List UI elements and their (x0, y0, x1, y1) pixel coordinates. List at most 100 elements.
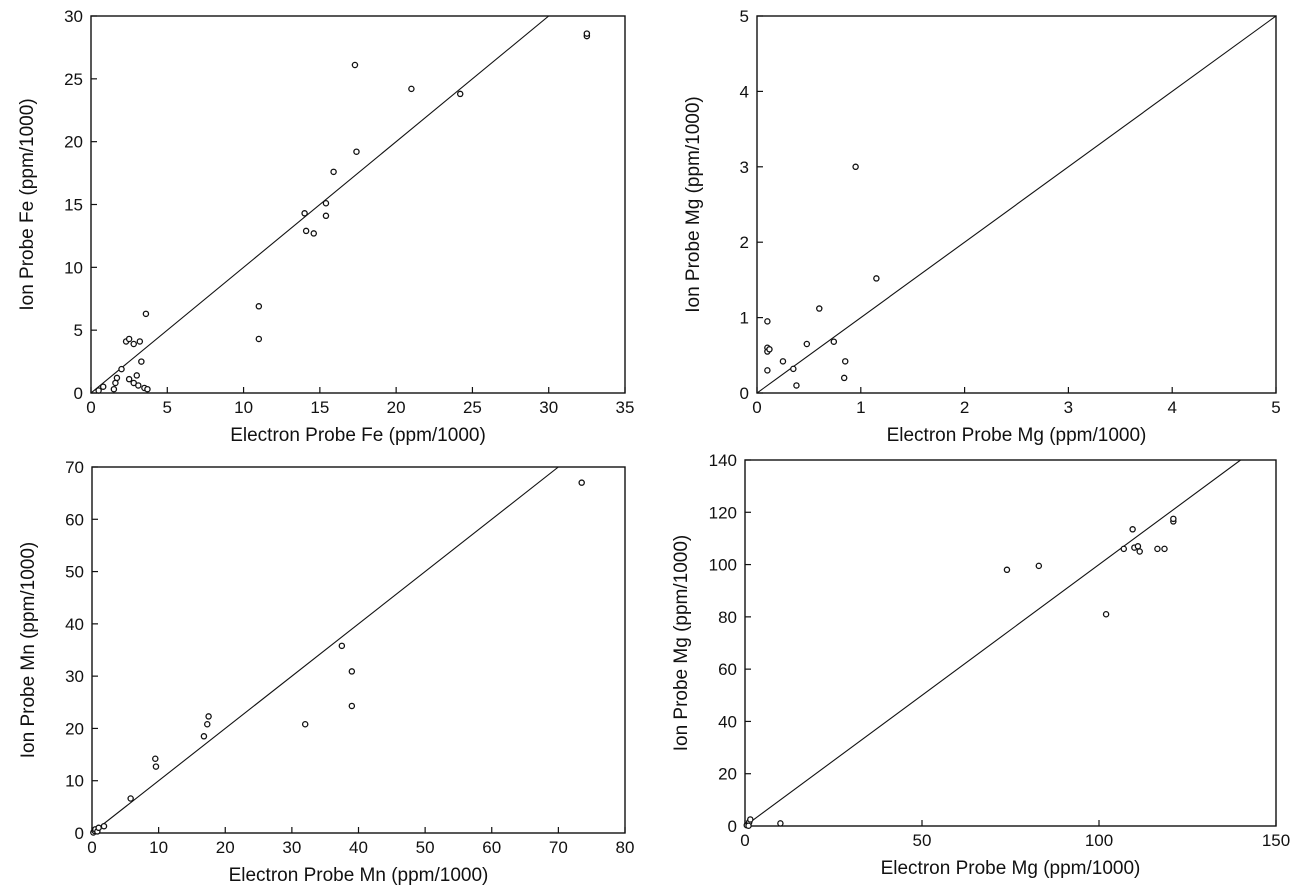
y-tick-label: 2 (740, 233, 749, 252)
y-tick-label: 25 (64, 70, 83, 89)
x-axis-label: Electron Probe Mn (ppm/1000) (229, 865, 489, 886)
y-tick-label: 20 (65, 719, 84, 738)
data-point (1170, 515, 1177, 523)
data-point (152, 763, 160, 770)
x-tick-label: 80 (616, 838, 635, 857)
plot-frame (90, 15, 626, 394)
y-tick-label: 3 (740, 158, 749, 177)
data-point (338, 642, 346, 650)
x-tick-label: 15 (310, 398, 329, 417)
data-point (138, 358, 145, 365)
y-tick-label: 0 (728, 817, 737, 836)
data-point (830, 338, 838, 345)
x-tick-label: 60 (482, 838, 501, 857)
chart-panel-1: 0 5 10 15 20 25 30 35 0 5 10 15 20 25 30 Electron Probe… (17, 7, 634, 446)
x-tick-label: 4 (1167, 398, 1176, 417)
x-tick-label: 10 (149, 838, 168, 857)
data-point (135, 382, 142, 389)
y-tick-label: 140 (709, 451, 737, 470)
x-axis-label: Electron Probe Mg (ppm/1000) (881, 858, 1141, 879)
x-axis-label: Electron Probe Fe (ppm/1000) (230, 425, 486, 446)
data-point (353, 148, 360, 155)
y-tick-label: 70 (65, 458, 84, 477)
data-point (255, 335, 263, 343)
y-tick-label: 0 (75, 824, 84, 843)
x-tick-label: 0 (86, 398, 95, 417)
data-point (95, 824, 102, 832)
plot-frame (744, 459, 1277, 827)
data-point (840, 374, 848, 382)
data-point (100, 822, 108, 830)
data-point (578, 479, 585, 486)
y-tick-label: 60 (65, 510, 84, 529)
y-tick-label: 5 (740, 7, 749, 26)
data-point (322, 212, 330, 220)
y-tick-label: 0 (740, 384, 749, 403)
y-tick-label: 20 (718, 765, 737, 784)
x-tick-label: 20 (216, 838, 235, 857)
data-point (351, 61, 359, 69)
plot-frame (91, 466, 626, 834)
data-point (873, 275, 880, 282)
data-point (255, 303, 263, 310)
data-point (200, 733, 208, 740)
y-axis-label: Ion Probe Fe (ppm/1000) (17, 98, 38, 310)
y-axis-label: Ion Probe Mg (ppm/1000) (683, 96, 704, 313)
x-tick-label: 70 (549, 838, 568, 857)
y-tick-label: 4 (740, 82, 749, 101)
data-point (583, 30, 591, 37)
data-point (793, 382, 800, 389)
x-tick-label: 50 (416, 838, 435, 857)
x-tick-label: 25 (463, 398, 482, 417)
data-point (1129, 526, 1136, 533)
x-tick-label: 150 (1262, 831, 1290, 850)
y-tick-label: 5 (74, 321, 83, 340)
y-tick-label: 10 (65, 772, 84, 791)
data-point (456, 90, 464, 98)
y-tick-label: 30 (64, 7, 83, 26)
identity-line (91, 16, 550, 393)
y-tick-label: 50 (65, 563, 84, 582)
data-point (301, 210, 308, 217)
x-tick-label: 0 (752, 398, 761, 417)
x-tick-label: 20 (387, 398, 406, 417)
data-point (125, 335, 133, 343)
data-point (142, 310, 150, 318)
data-point (764, 367, 771, 374)
data-point (766, 346, 773, 353)
x-tick-label: 5 (1271, 398, 1280, 417)
chart-panel-2: 0 1 2 3 4 5 0 1 2 3 4 5 Electron Probe Mg (ppm/1000)… (683, 7, 1281, 446)
data-point (113, 374, 121, 382)
data-point (779, 358, 787, 365)
x-tick-label: 35 (616, 398, 635, 417)
data-point (408, 85, 415, 93)
data-point (330, 168, 337, 176)
x-axis-label: Electron Probe Mg (ppm/1000) (887, 425, 1147, 446)
x-tick-label: 30 (539, 398, 558, 417)
x-tick-label: 30 (282, 838, 301, 857)
data-point (1035, 562, 1043, 570)
y-tick-label: 20 (64, 133, 83, 152)
chart-panel-4: 0 50 100 150 0 20 40 60 80 100 120 140 Electron Prob… (671, 451, 1290, 879)
data-point (125, 375, 133, 383)
data-point (118, 365, 125, 373)
data-point (348, 702, 356, 710)
data-point (95, 387, 102, 394)
y-tick-label: 10 (64, 258, 83, 277)
x-tick-label: 0 (740, 831, 749, 850)
data-point (747, 816, 754, 823)
y-axis-label: Ion Probe Mg (ppm/1000) (671, 535, 692, 752)
data-point (1134, 543, 1142, 550)
data-point (144, 385, 151, 393)
data-point (130, 340, 137, 348)
y-tick-label: 100 (709, 556, 737, 575)
data-point (152, 755, 159, 763)
data-point (852, 163, 859, 171)
x-tick-label: 100 (1085, 831, 1113, 850)
y-tick-label: 30 (65, 667, 84, 686)
y-tick-label: 15 (64, 196, 83, 215)
data-point (1136, 548, 1143, 555)
y-tick-label: 0 (74, 384, 83, 403)
data-point (764, 318, 771, 325)
